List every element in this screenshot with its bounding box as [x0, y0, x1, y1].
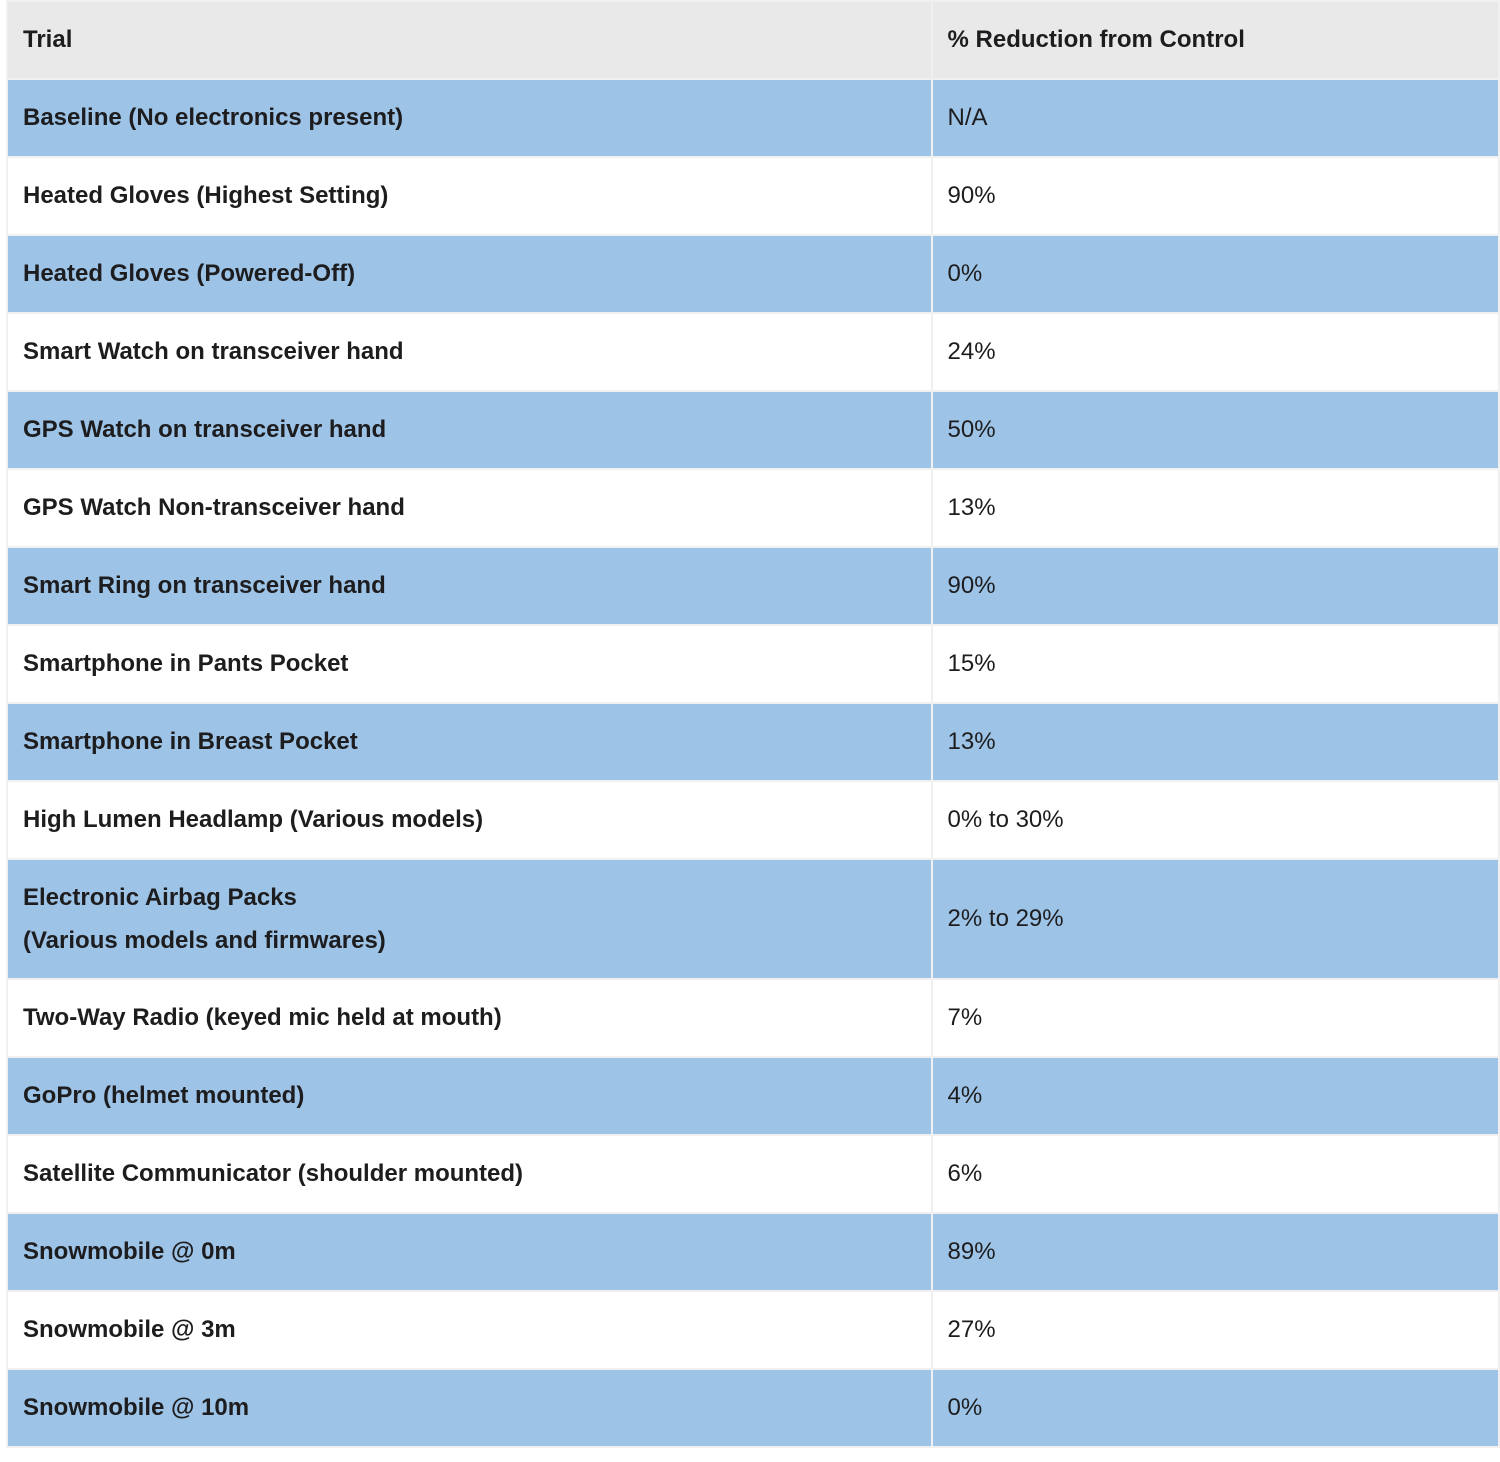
col-header-reduction: % Reduction from Control	[932, 2, 1498, 78]
reduction-value: 0% to 30%	[947, 806, 1064, 833]
reduction-cell: 2% to 29%	[932, 860, 1498, 978]
table-row: Snowmobile @ 10m 0%	[8, 1370, 1498, 1446]
trial-cell: High Lumen Headlamp (Various models)	[8, 782, 931, 858]
col-header-trial: Trial	[8, 2, 931, 78]
table-row: Satellite Communicator (shoulder mounted…	[8, 1136, 1498, 1212]
trial-label: Smartphone in Breast Pocket	[23, 728, 358, 755]
reduction-value: 13%	[947, 728, 996, 755]
trial-cell: GPS Watch on transceiver hand	[8, 392, 931, 468]
table-row: Two-Way Radio (keyed mic held at mouth) …	[8, 980, 1498, 1056]
header-row: Trial % Reduction from Control	[8, 2, 1498, 78]
table-row: Heated Gloves (Powered-Off) 0%	[8, 236, 1498, 312]
reduction-cell: 4%	[932, 1058, 1498, 1134]
table-row: GPS Watch Non-transceiver hand 13%	[8, 470, 1498, 546]
reduction-cell: N/A	[932, 80, 1498, 156]
reduction-value: 50%	[947, 416, 996, 443]
trial-cell: Smartphone in Breast Pocket	[8, 704, 931, 780]
reduction-value: 4%	[947, 1082, 983, 1109]
reduction-value: 24%	[947, 338, 996, 365]
reduction-value: 90%	[947, 182, 996, 209]
trial-cell: Snowmobile @ 3m	[8, 1292, 931, 1368]
reduction-value: 90%	[947, 572, 996, 599]
reduction-cell: 89%	[932, 1214, 1498, 1290]
trial-cell: Heated Gloves (Powered-Off)	[8, 236, 931, 312]
reduction-cell: 15%	[932, 626, 1498, 702]
trial-label: Electronic Airbag Packs	[23, 883, 297, 911]
trial-label: GPS Watch Non-transceiver hand	[23, 494, 405, 521]
trial-cell: Electronic Airbag Packs (Various models …	[8, 860, 931, 978]
table-row: High Lumen Headlamp (Various models) 0% …	[8, 782, 1498, 858]
trial-label: Heated Gloves (Highest Setting)	[23, 182, 389, 209]
table-row: Baseline (No electronics present) N/A	[8, 80, 1498, 156]
reduction-value: 27%	[947, 1316, 996, 1343]
trial-label: Snowmobile @ 3m	[23, 1316, 236, 1343]
reduction-value: 7%	[947, 1004, 983, 1031]
table-row: Snowmobile @ 3m 27%	[8, 1292, 1498, 1368]
trial-cell: Satellite Communicator (shoulder mounted…	[8, 1136, 931, 1212]
trial-cell: GoPro (helmet mounted)	[8, 1058, 931, 1134]
reduction-cell: 6%	[932, 1136, 1498, 1212]
results-table: Trial % Reduction from Control Baseline …	[6, 0, 1500, 1448]
reduction-cell: 90%	[932, 158, 1498, 234]
table-row: GPS Watch on transceiver hand 50%	[8, 392, 1498, 468]
reduction-cell: 27%	[932, 1292, 1498, 1368]
reduction-cell: 24%	[932, 314, 1498, 390]
trial-cell: Smart Watch on transceiver hand	[8, 314, 931, 390]
trial-cell: Heated Gloves (Highest Setting)	[8, 158, 931, 234]
table-row: Smartphone in Breast Pocket 13%	[8, 704, 1498, 780]
reduction-value: 89%	[947, 1238, 996, 1265]
table-row: GoPro (helmet mounted) 4%	[8, 1058, 1498, 1134]
reduction-cell: 0% to 30%	[932, 782, 1498, 858]
trial-cell: Two-Way Radio (keyed mic held at mouth)	[8, 980, 931, 1056]
trial-label: GoPro (helmet mounted)	[23, 1082, 305, 1109]
reduction-cell: 13%	[932, 704, 1498, 780]
trial-cell: Smartphone in Pants Pocket	[8, 626, 931, 702]
reduction-value: 0%	[947, 1394, 983, 1421]
table-row: Smartphone in Pants Pocket 15%	[8, 626, 1498, 702]
reduction-cell: 50%	[932, 392, 1498, 468]
table-row: Heated Gloves (Highest Setting) 90%	[8, 158, 1498, 234]
trial-cell: GPS Watch Non-transceiver hand	[8, 470, 931, 546]
reduction-value: 2% to 29%	[947, 905, 1064, 932]
trial-label-line2: (Various models and firmwares)	[23, 926, 386, 954]
reduction-cell: 0%	[932, 1370, 1498, 1446]
trial-label: Baseline (No electronics present)	[23, 104, 404, 131]
trial-label: Smart Watch on transceiver hand	[23, 338, 404, 365]
trial-label: Snowmobile @ 0m	[23, 1238, 236, 1265]
trial-label: GPS Watch on transceiver hand	[23, 416, 387, 443]
trial-label: Heated Gloves (Powered-Off)	[23, 260, 356, 287]
reduction-value: N/A	[947, 104, 988, 131]
trial-cell: Smart Ring on transceiver hand	[8, 548, 931, 624]
reduction-cell: 0%	[932, 236, 1498, 312]
trial-label: Satellite Communicator (shoulder mounted…	[23, 1160, 524, 1187]
reduction-value: 0%	[947, 260, 983, 287]
trial-label: Smart Ring on transceiver hand	[23, 572, 386, 599]
reduction-cell: 7%	[932, 980, 1498, 1056]
reduction-value: 13%	[947, 494, 996, 521]
reduction-cell: 13%	[932, 470, 1498, 546]
table-row: Snowmobile @ 0m 89%	[8, 1214, 1498, 1290]
reduction-value: 6%	[947, 1160, 983, 1187]
reduction-cell: 90%	[932, 548, 1498, 624]
trial-cell: Baseline (No electronics present)	[8, 80, 931, 156]
trial-label: Smartphone in Pants Pocket	[23, 650, 349, 677]
trial-label: High Lumen Headlamp (Various models)	[23, 806, 484, 833]
trial-cell: Snowmobile @ 10m	[8, 1370, 931, 1446]
trial-label: Two-Way Radio (keyed mic held at mouth)	[23, 1004, 502, 1031]
table-row: Smart Watch on transceiver hand 24%	[8, 314, 1498, 390]
table-row: Smart Ring on transceiver hand 90%	[8, 548, 1498, 624]
trial-cell: Snowmobile @ 0m	[8, 1214, 931, 1290]
trial-label: Snowmobile @ 10m	[23, 1394, 250, 1421]
table-row: Electronic Airbag Packs (Various models …	[8, 860, 1498, 978]
reduction-value: 15%	[947, 650, 996, 677]
